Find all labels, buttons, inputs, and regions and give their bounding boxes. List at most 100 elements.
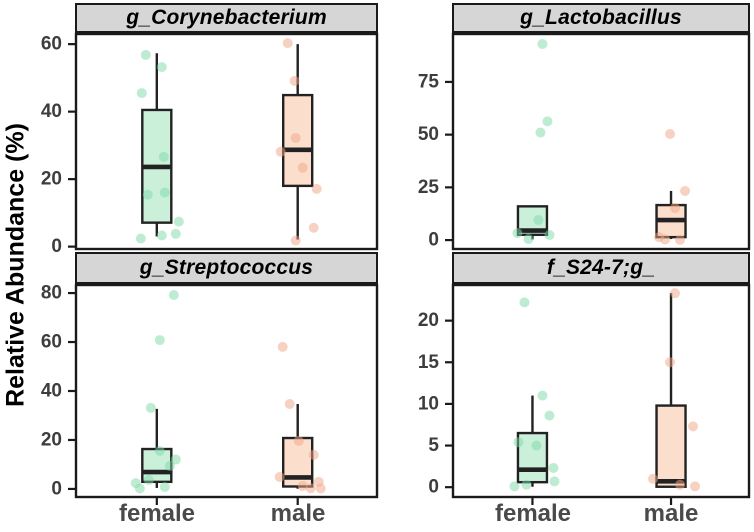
jitter-point-female (154, 445, 165, 456)
jitter-point-female (523, 234, 534, 245)
jitter-point-male (660, 234, 671, 245)
jitter-point-female (512, 228, 523, 239)
y-tick-label: 15 (418, 352, 440, 373)
box-male (655, 404, 687, 488)
y-tick-label: 20 (418, 310, 439, 331)
x-axis-label-female-right: female (494, 500, 572, 527)
facet-title: g_Streptococcus (139, 256, 314, 279)
jitter-point-female (143, 474, 154, 485)
y-tick-label: 60 (41, 34, 62, 55)
y-tick-label: 40 (41, 381, 62, 402)
jitter-point-female (519, 297, 530, 308)
y-tick-label: 0 (428, 230, 439, 251)
jitter-point-male (675, 234, 686, 245)
facet-strip-streptococcus: g_Streptococcus (75, 252, 378, 284)
jitter-point-female (533, 215, 544, 226)
jitter-point-male (311, 183, 322, 194)
jitter-point-male (274, 471, 285, 482)
facet-strip-s24-7: f_S24-7;g_ (452, 252, 750, 284)
y-tick-label: 25 (418, 177, 440, 198)
y-tick-label: 5 (428, 435, 439, 456)
jitter-point-female (142, 189, 153, 200)
jitter-point-female (548, 463, 559, 474)
facet-panel-corynebacterium: 0 20 40 60 (41, 32, 379, 257)
y-tick-label: 0 (51, 478, 62, 499)
facet-panel-streptococcus: 0 20 40 60 80 (41, 283, 379, 505)
panel-border (451, 283, 751, 499)
jitter-point-female (164, 460, 175, 471)
facet-title: f_S24-7;g_ (546, 256, 656, 279)
jitter-point-male (282, 38, 293, 49)
y-tick-label: 50 (418, 124, 439, 145)
jitter-point-male (308, 449, 319, 460)
jitter-point-female (544, 410, 555, 421)
jitter-point-male (293, 435, 304, 446)
y-tick-label: 20 (41, 169, 62, 190)
facet-title: g_Lactobacillus (520, 6, 682, 29)
y-tick-label: 80 (41, 283, 62, 304)
jitter-point-female (537, 38, 548, 49)
jitter-point-male (289, 75, 300, 86)
jitter-point-female (156, 62, 167, 73)
jitter-point-male (290, 132, 301, 143)
jitter-point-female (158, 151, 169, 162)
jitter-point-female (544, 230, 555, 241)
y-tick-label: 10 (418, 393, 439, 414)
y-tick-label: 40 (41, 101, 62, 122)
y-tick-label: 0 (51, 236, 62, 257)
x-axis-label-male-left: male (270, 500, 326, 527)
jitter-point-female (135, 233, 146, 244)
jitter-point-male (277, 341, 288, 352)
jitter-point-female (531, 440, 542, 451)
jitter-point-female (154, 335, 165, 346)
facet-panel-lactobacillus: 0 25 50 75 (418, 32, 751, 251)
jitter-point-male (690, 481, 701, 492)
jitter-point-male (290, 235, 301, 246)
jitter-point-female (170, 228, 181, 239)
panel-border (74, 283, 379, 499)
jitter-point-female (537, 390, 548, 401)
jitter-point-female (513, 437, 524, 448)
facet-panel-s24-7: 0 5 10 15 20 (418, 283, 751, 505)
jitter-point-male (665, 129, 676, 140)
jitter-point-male (680, 185, 691, 196)
jitter-point-male (688, 421, 699, 432)
y-tick-label: 20 (41, 429, 62, 450)
jitter-point-female (134, 483, 145, 494)
jitter-point-female (509, 481, 520, 492)
x-axis-label-female-left: female (118, 500, 196, 527)
jitter-point-male (675, 479, 686, 490)
jitter-point-female (173, 216, 184, 227)
jitter-point-female (170, 454, 181, 465)
jitter-point-female (156, 230, 167, 241)
facet-strip-corynebacterium: g_Corynebacterium (75, 3, 378, 33)
jitter-point-female (549, 476, 560, 487)
jitter-point-male (297, 481, 308, 492)
jitter-point-female (168, 290, 179, 301)
jitter-point-female (521, 479, 532, 490)
jitter-point-male (305, 483, 316, 494)
jitter-point-female (136, 88, 147, 99)
y-tick-label: 75 (418, 71, 440, 92)
jitter-point-female (159, 187, 170, 198)
jitter-point-female (145, 402, 156, 413)
facet-title: g_Corynebacterium (126, 6, 327, 29)
facet-strip-lactobacillus: g_Lactobacillus (452, 3, 750, 33)
jitter-point-male (284, 398, 295, 409)
jitter-point-male (275, 146, 286, 157)
jitter-point-female (159, 481, 170, 492)
jitter-point-male (297, 162, 308, 173)
jitter-point-male (670, 288, 681, 299)
x-axis-label-male-right: male (643, 500, 699, 527)
jitter-point-male (648, 473, 659, 484)
panel-border (74, 32, 379, 251)
jitter-point-female (140, 49, 151, 60)
y-tick-label: 60 (41, 332, 62, 353)
panel-border (451, 32, 751, 251)
y-tick-label: 0 (428, 477, 439, 498)
jitter-point-male (670, 203, 681, 214)
jitter-point-female (535, 127, 546, 138)
jitter-point-male (308, 222, 319, 233)
jitter-point-male (315, 483, 326, 494)
